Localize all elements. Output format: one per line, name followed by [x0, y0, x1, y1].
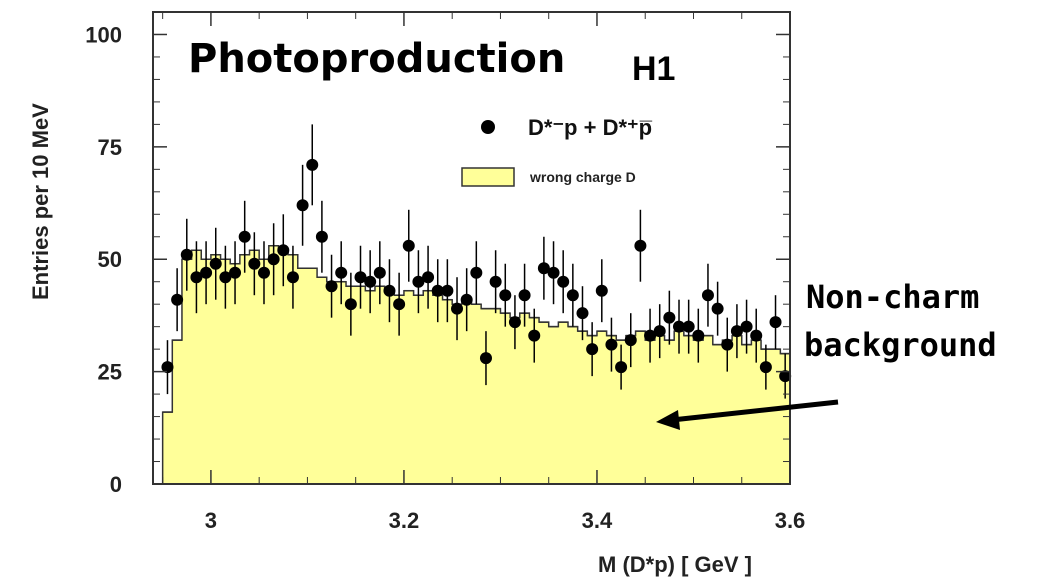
data-point [354, 271, 367, 284]
y-axis-title: Entries per 10 MeV [28, 103, 53, 300]
data-point [229, 266, 242, 279]
data-point [634, 239, 647, 252]
data-point [673, 320, 686, 333]
data-point [730, 325, 743, 338]
data-point [373, 266, 386, 279]
data-point [180, 248, 193, 261]
data-point [219, 271, 232, 284]
data-point [200, 266, 213, 279]
data-point [296, 199, 309, 212]
data-point [286, 271, 299, 284]
data-point [711, 302, 724, 315]
data-point [547, 266, 560, 279]
data-point [441, 284, 454, 297]
data-point [422, 271, 435, 284]
data-point [383, 284, 396, 297]
y-tick-label: 75 [98, 135, 122, 160]
data-point [663, 311, 676, 324]
data-point [508, 316, 521, 329]
data-point [171, 293, 184, 306]
annotation-arrow [656, 399, 839, 430]
chart-title: Photoproduction [188, 36, 565, 82]
axis-ticks: 0 25 50 75 100 3 3.2 3.4 3.6 [85, 12, 805, 533]
y-tick-label: 100 [85, 22, 122, 47]
data-point [344, 298, 357, 311]
data-point [644, 329, 657, 342]
data-point [557, 275, 570, 288]
data-point [431, 284, 444, 297]
data-point [412, 275, 425, 288]
data-point [209, 257, 222, 270]
data-point [364, 275, 377, 288]
data-points [161, 124, 792, 399]
data-point [750, 329, 763, 342]
data-point [615, 361, 628, 374]
y-tick-label: 25 [98, 360, 122, 385]
x-tick-label: 3.6 [775, 508, 806, 533]
data-point [257, 266, 270, 279]
data-point [315, 230, 328, 243]
data-point [779, 370, 792, 383]
legend-data-marker [481, 120, 495, 134]
data-point [402, 239, 415, 252]
data-point [248, 257, 261, 270]
data-point [325, 280, 338, 293]
data-point [306, 158, 319, 171]
data-point [682, 320, 695, 333]
data-point [701, 289, 714, 302]
data-point [740, 320, 753, 333]
data-point [586, 343, 599, 356]
data-point [692, 329, 705, 342]
data-point [451, 302, 464, 315]
data-point [537, 262, 550, 275]
data-point [624, 334, 637, 347]
data-point [190, 271, 203, 284]
legend-hist-label: wrong charge D [529, 169, 636, 185]
x-tick-label: 3.2 [389, 508, 420, 533]
data-point [605, 338, 618, 351]
data-point [161, 361, 174, 374]
data-point [759, 361, 772, 374]
annotation-line-2: background [804, 326, 997, 364]
data-point [479, 352, 492, 365]
legend-hist-swatch [461, 167, 515, 187]
data-point [499, 289, 512, 302]
background-histogram [154, 245, 791, 485]
data-point [277, 244, 290, 257]
data-point [566, 289, 579, 302]
data-point [769, 316, 782, 329]
experiment-label: H1 [632, 50, 675, 88]
data-point [528, 329, 541, 342]
legend-data-label: D*⁻p + D*⁺p̅ [528, 115, 653, 140]
data-point [489, 275, 502, 288]
data-point [267, 253, 280, 266]
data-point [238, 230, 251, 243]
data-point [335, 266, 348, 279]
data-point [576, 307, 589, 320]
y-tick-label: 0 [110, 472, 122, 497]
data-point [460, 293, 473, 306]
annotation-line-1: Non-charm [806, 278, 979, 316]
data-point [518, 289, 531, 302]
x-tick-label: 3.4 [582, 508, 613, 533]
data-point [721, 338, 734, 351]
x-tick-label: 3 [205, 508, 217, 533]
data-point [595, 284, 608, 297]
x-axis-title: M (D*p) [ GeV ] [598, 552, 752, 577]
plot-frame [152, 11, 791, 485]
data-point [470, 266, 483, 279]
data-point [653, 325, 666, 338]
y-tick-label: 50 [98, 247, 122, 272]
data-point [393, 298, 406, 311]
